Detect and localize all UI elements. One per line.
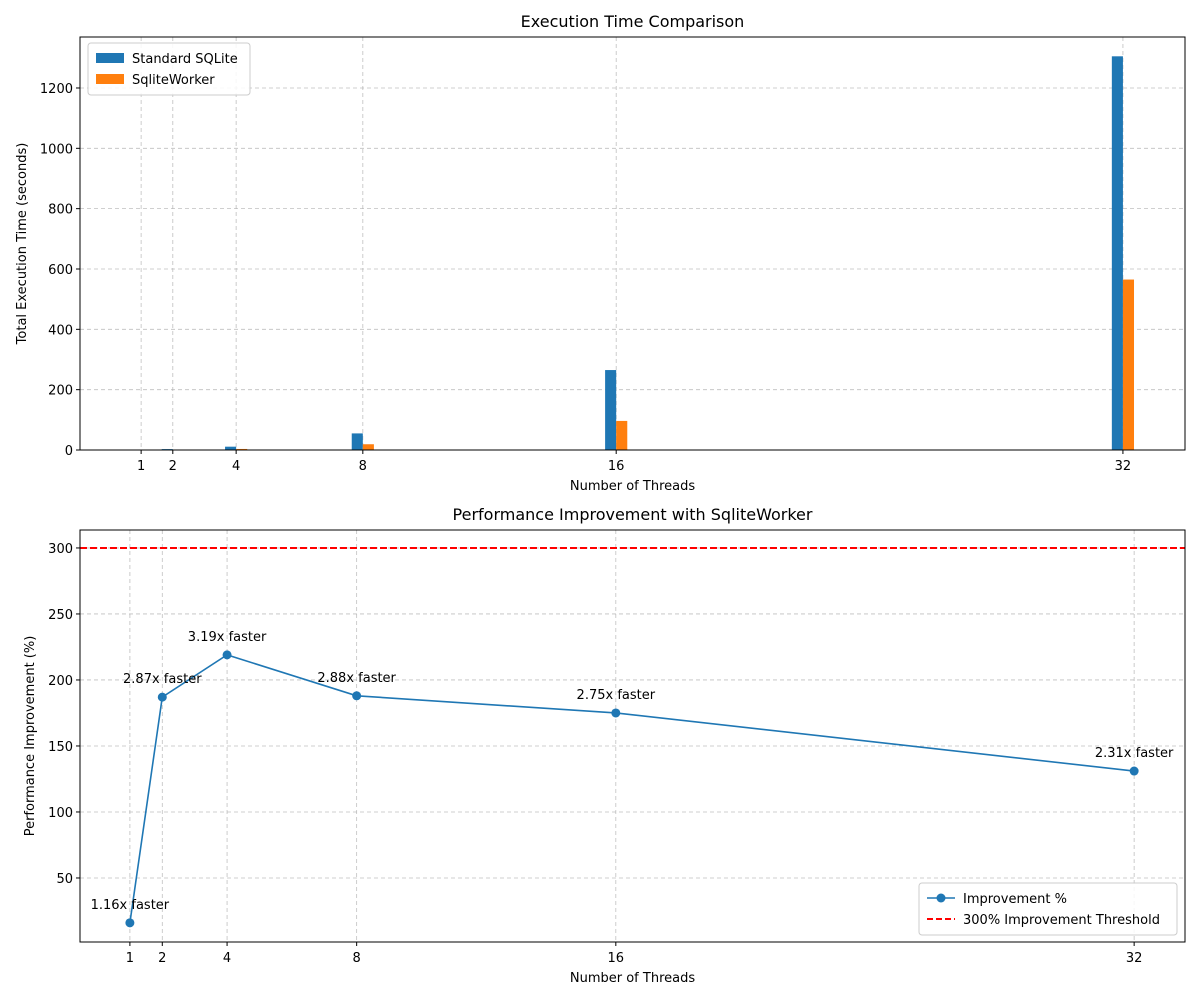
x-tick-label: 16 — [608, 951, 625, 966]
y-tick-label: 250 — [48, 608, 73, 623]
legend-label: Standard SQLite — [132, 52, 238, 67]
bar — [236, 448, 248, 450]
legend — [87, 42, 251, 96]
y-tick-label: 1200 — [40, 82, 73, 97]
bar — [362, 444, 374, 450]
bar — [225, 446, 237, 450]
y-tick-label: 100 — [48, 806, 73, 821]
plot-frame — [79, 529, 1186, 943]
x-tick-label: 8 — [359, 459, 367, 474]
x-tick-label: 16 — [608, 459, 625, 474]
x-tick-label: 32 — [1115, 459, 1132, 474]
x-axis-label: Number of Threads — [570, 971, 695, 986]
annotation: 2.88x faster — [317, 671, 396, 686]
x-axis-label: Number of Threads — [570, 479, 695, 494]
annotation: 3.19x faster — [188, 630, 267, 645]
annotation: 1.16x faster — [91, 898, 170, 913]
x-tick-label: 4 — [232, 459, 240, 474]
x-tick-label: 2 — [169, 459, 177, 474]
legend — [918, 882, 1178, 936]
marker — [125, 918, 135, 928]
annotation: 2.87x faster — [123, 672, 202, 687]
x-tick-label: 1 — [137, 459, 145, 474]
legend-swatch — [96, 53, 124, 63]
marker — [352, 691, 362, 701]
line — [129, 654, 1135, 923]
bar — [1122, 279, 1135, 450]
bar — [1111, 56, 1123, 450]
marker — [222, 650, 232, 660]
y-tick-label: 50 — [56, 872, 73, 887]
x-tick-label: 1 — [126, 951, 134, 966]
x-tick-label: 2 — [158, 951, 166, 966]
y-tick-label: 1000 — [40, 142, 73, 157]
chart-title: Execution Time Comparison — [521, 12, 745, 31]
chart-title: Performance Improvement with SqliteWorke… — [453, 505, 813, 524]
bar — [616, 420, 628, 450]
legend-label: 300% Improvement Threshold — [963, 913, 1160, 928]
legend-marker — [936, 893, 946, 903]
y-tick-label: 200 — [48, 674, 73, 689]
y-axis-label: Total Execution Time (seconds) — [15, 143, 30, 346]
x-tick-label: 4 — [223, 951, 231, 966]
bar — [605, 370, 617, 450]
marker — [611, 708, 621, 718]
annotation: 2.75x faster — [577, 688, 656, 703]
y-tick-label: 150 — [48, 740, 73, 755]
bar — [351, 433, 363, 450]
y-tick-label: 200 — [48, 384, 73, 399]
marker — [1129, 766, 1139, 776]
x-tick-label: 32 — [1126, 951, 1143, 966]
x-tick-label: 8 — [353, 951, 361, 966]
y-tick-label: 400 — [48, 323, 73, 338]
y-tick-label: 800 — [48, 203, 73, 218]
legend-swatch — [96, 74, 124, 84]
legend-label: Improvement % — [963, 892, 1067, 907]
marker — [157, 692, 167, 702]
y-tick-label: 300 — [48, 542, 73, 557]
y-axis-label: Performance Improvement (%) — [23, 636, 38, 837]
annotation: 2.31x faster — [1095, 746, 1174, 761]
y-tick-label: 0 — [65, 444, 73, 459]
legend-label: SqliteWorker — [132, 73, 215, 88]
plot-frame — [79, 36, 1186, 451]
y-tick-label: 600 — [48, 263, 73, 278]
